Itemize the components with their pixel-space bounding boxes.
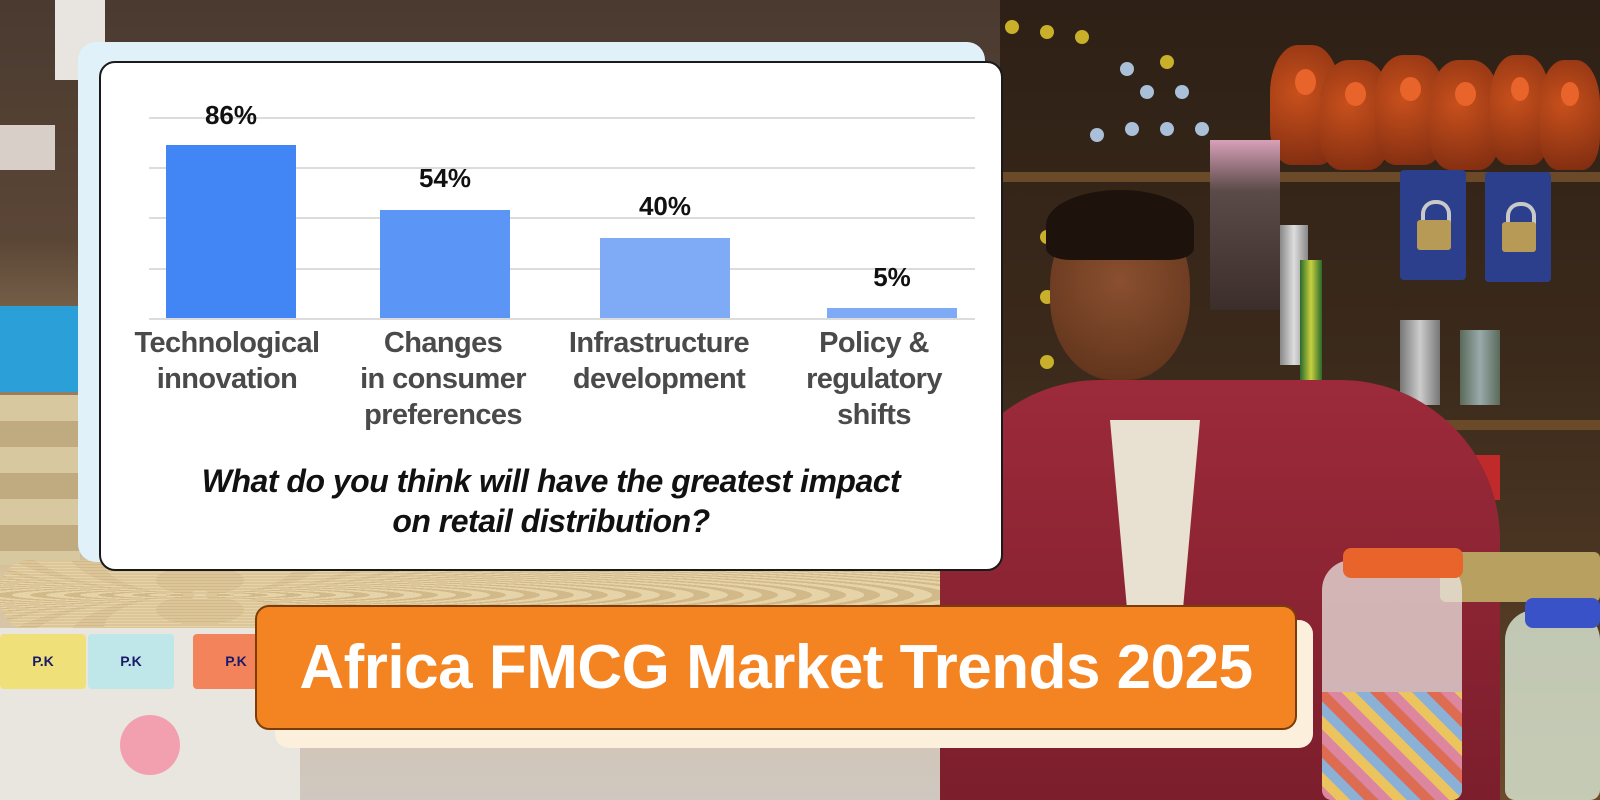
orange-jug xyxy=(1540,60,1600,170)
bottle-cap xyxy=(1160,122,1174,136)
bar-chart-plot-area: 86% 54% 40% 5% xyxy=(149,100,975,320)
bottle-cap xyxy=(1195,122,1209,136)
gridline-0-baseline xyxy=(149,318,975,320)
bar-consumer-preferences xyxy=(380,210,510,318)
grain-sacks xyxy=(0,395,80,565)
bar-policy-regulatory-shifts xyxy=(827,308,957,318)
title-banner: Africa FMCG Market Trends 2025 xyxy=(255,605,1297,730)
padlock-package xyxy=(1485,172,1551,282)
blue-jar-lid xyxy=(1525,598,1600,628)
gum-pack-brand: P.K xyxy=(120,653,142,669)
gum-pack-brand: P.K xyxy=(32,653,54,669)
carton-box xyxy=(0,125,55,170)
chart-card: 86% 54% 40% 5% Technological innovation … xyxy=(99,61,1003,571)
blue-detergent-box xyxy=(0,306,80,392)
x-axis-label-infrastructure-development: Infrastructure development xyxy=(568,327,750,395)
bottle-cap xyxy=(1160,55,1174,69)
orange-jug xyxy=(1430,60,1500,170)
gum-pack-brand: P.K xyxy=(225,653,247,669)
bottle-cap xyxy=(1125,122,1139,136)
page-title: Africa FMCG Market Trends 2025 xyxy=(299,633,1253,702)
bottle-cap xyxy=(1175,85,1189,99)
bottle-cap xyxy=(1075,30,1089,44)
pink-ball xyxy=(120,715,180,775)
bottle-cap xyxy=(1090,128,1104,142)
x-axis-label-technological-innovation: Technological innovation xyxy=(134,327,320,395)
bottle-cap xyxy=(1120,62,1134,76)
tin-can xyxy=(1460,330,1500,405)
shopkeeper-hair xyxy=(1046,190,1194,260)
bar-value-label: 40% xyxy=(638,191,692,221)
chart-question-title: What do you think will have the greatest… xyxy=(201,463,901,539)
hanging-hair-accessories xyxy=(1210,140,1280,310)
bottle-cap xyxy=(1140,85,1154,99)
x-axis-label-policy-regulatory-shifts: Policy & regulatory shifts xyxy=(806,327,942,431)
gum-pack: P.K xyxy=(0,634,86,689)
tin-can xyxy=(1400,320,1440,405)
gridline-100 xyxy=(149,117,975,119)
x-axis-label-consumer-preferences: Changes in consumer preferences xyxy=(360,327,526,431)
bottle-cap xyxy=(1040,355,1054,369)
gridline-75 xyxy=(149,167,975,169)
orange-jar-lid xyxy=(1343,548,1463,578)
gridline-25 xyxy=(149,268,975,270)
candy-jar xyxy=(1322,560,1462,800)
shelf xyxy=(1000,172,1600,182)
bar-value-label: 5% xyxy=(873,262,911,292)
bottle-cap xyxy=(1040,25,1054,39)
bar-technological-innovation xyxy=(166,145,296,318)
mint-jar xyxy=(1505,610,1600,800)
bottle-cap xyxy=(1005,20,1019,34)
padlock-package xyxy=(1400,170,1466,280)
bar-value-label: 54% xyxy=(418,163,472,193)
gum-pack: P.K xyxy=(88,634,174,689)
bar-infrastructure-development xyxy=(600,238,730,318)
brass-tray xyxy=(1440,552,1600,602)
gridline-50 xyxy=(149,217,975,219)
bar-value-label: 86% xyxy=(204,100,258,130)
aerosol-can xyxy=(1300,260,1322,390)
